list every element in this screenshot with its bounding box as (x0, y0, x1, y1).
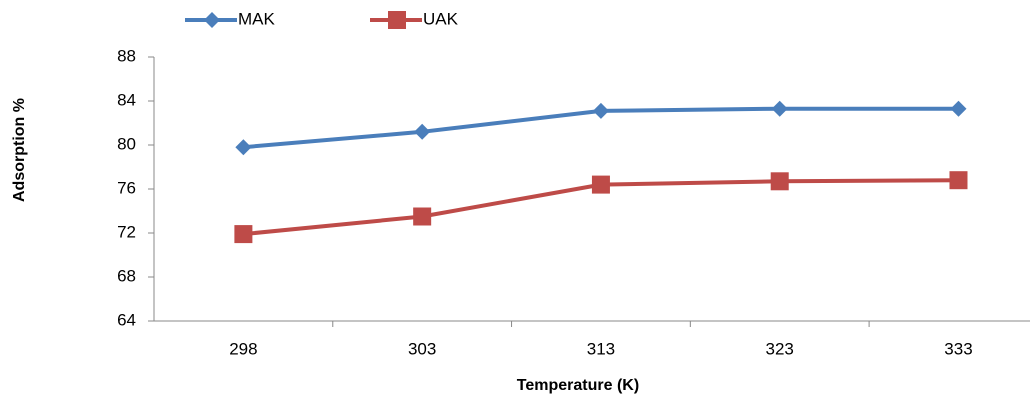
x-tick-label: 323 (766, 339, 794, 358)
legend-marker (388, 11, 406, 29)
y-tick-label: 68 (117, 266, 136, 285)
data-point (592, 102, 609, 119)
data-point (949, 171, 968, 190)
x-tick-label: 313 (587, 339, 615, 358)
data-point (414, 123, 431, 140)
data-point (234, 225, 253, 244)
data-point (591, 175, 610, 194)
y-tick-label: 84 (117, 90, 136, 109)
x-tick-label: 333 (944, 339, 972, 358)
data-point (413, 207, 432, 226)
x-axis-title: Temperature (K) (517, 377, 639, 394)
y-axis-title: Adsorption % (11, 98, 28, 202)
y-tick-label: 72 (117, 222, 136, 241)
data-point (771, 100, 788, 117)
y-tick-label: 76 (117, 178, 136, 197)
data-point (235, 139, 252, 156)
y-tick-label: 80 (117, 134, 136, 153)
y-tick-label: 64 (117, 310, 136, 329)
legend-label: MAK (238, 9, 276, 28)
legend-marker (204, 12, 220, 28)
legend-label: UAK (423, 9, 459, 28)
data-point (950, 100, 967, 117)
x-tick-label: 298 (229, 339, 257, 358)
data-point (770, 172, 789, 191)
x-tick-label: 303 (408, 339, 436, 358)
y-tick-label: 88 (117, 46, 136, 65)
